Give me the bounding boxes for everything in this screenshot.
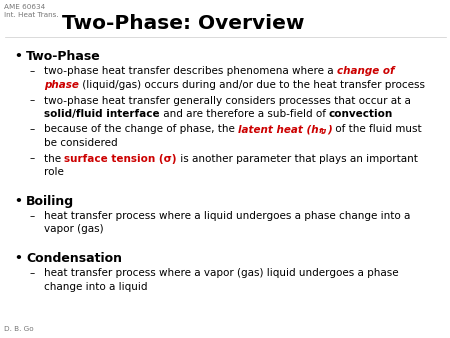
Text: heat transfer process where a vapor (gas) liquid undergoes a phase: heat transfer process where a vapor (gas… xyxy=(44,268,399,279)
Text: phase: phase xyxy=(44,80,79,90)
Text: change of: change of xyxy=(337,67,394,76)
Text: two-phase heat transfer generally considers processes that occur at a: two-phase heat transfer generally consid… xyxy=(44,96,411,105)
Text: role: role xyxy=(44,167,64,177)
Text: •: • xyxy=(14,50,22,63)
Text: –: – xyxy=(30,67,35,76)
Text: solid/fluid interface: solid/fluid interface xyxy=(44,109,160,119)
Text: two-phase heat transfer describes phenomena where a: two-phase heat transfer describes phenom… xyxy=(44,67,337,76)
Text: Int. Heat Trans.: Int. Heat Trans. xyxy=(4,12,58,18)
Text: Boiling: Boiling xyxy=(26,194,74,208)
Text: –: – xyxy=(30,268,35,279)
Text: AME 60634: AME 60634 xyxy=(4,4,45,10)
Text: because of the change of phase, the: because of the change of phase, the xyxy=(44,124,238,135)
Text: fg: fg xyxy=(319,127,327,134)
Text: surface tension (σ): surface tension (σ) xyxy=(64,153,177,164)
Text: the: the xyxy=(44,153,64,164)
Text: •: • xyxy=(14,194,22,208)
Text: change into a liquid: change into a liquid xyxy=(44,282,148,292)
Text: is another parameter that plays an important: is another parameter that plays an impor… xyxy=(177,153,418,164)
Text: Condensation: Condensation xyxy=(26,252,122,265)
Text: ): ) xyxy=(327,124,332,135)
Text: Two-Phase: Two-Phase xyxy=(26,50,101,63)
Text: –: – xyxy=(30,211,35,221)
Text: latent heat (h: latent heat (h xyxy=(238,124,319,135)
Text: and are therefore a sub-field of: and are therefore a sub-field of xyxy=(160,109,329,119)
Text: heat transfer process where a liquid undergoes a phase change into a: heat transfer process where a liquid und… xyxy=(44,211,410,221)
Text: –: – xyxy=(30,124,35,135)
Text: –: – xyxy=(30,153,35,164)
Text: (liquid/gas) occurs during and/or due to the heat transfer process: (liquid/gas) occurs during and/or due to… xyxy=(79,80,425,90)
Text: convection: convection xyxy=(329,109,393,119)
Text: vapor (gas): vapor (gas) xyxy=(44,224,104,235)
Text: Two-Phase: Overview: Two-Phase: Overview xyxy=(62,14,305,33)
Text: D. B. Go: D. B. Go xyxy=(4,326,34,332)
Text: of the fluid must: of the fluid must xyxy=(332,124,422,135)
Text: •: • xyxy=(14,252,22,265)
Text: be considered: be considered xyxy=(44,138,117,148)
Text: –: – xyxy=(30,96,35,105)
